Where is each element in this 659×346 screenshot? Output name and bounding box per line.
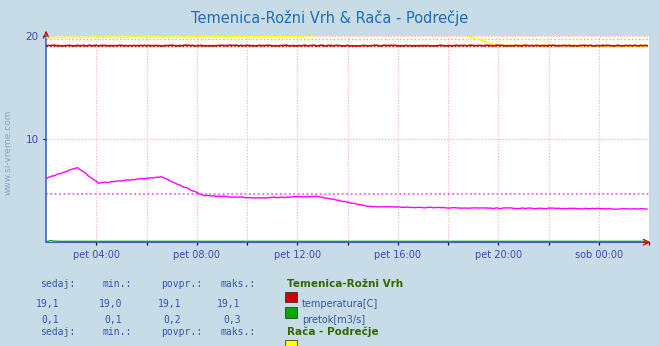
Text: Temenica-Rožni Vrh & Rača - Podrečje: Temenica-Rožni Vrh & Rača - Podrečje — [191, 10, 468, 26]
Text: min.:: min.: — [102, 327, 132, 337]
Text: min.:: min.: — [102, 279, 132, 289]
Text: sedaj:: sedaj: — [40, 279, 74, 289]
Text: 0,1: 0,1 — [42, 315, 59, 325]
Text: 19,1: 19,1 — [158, 299, 181, 309]
Text: sedaj:: sedaj: — [40, 327, 74, 337]
Text: www.si-vreme.com: www.si-vreme.com — [3, 110, 13, 195]
Text: 19,1: 19,1 — [36, 299, 59, 309]
Text: maks.:: maks.: — [221, 279, 256, 289]
Text: Temenica-Rožni Vrh: Temenica-Rožni Vrh — [287, 279, 403, 289]
Text: 19,0: 19,0 — [98, 299, 122, 309]
Text: 0,2: 0,2 — [163, 315, 181, 325]
Text: pretok[m3/s]: pretok[m3/s] — [302, 315, 365, 325]
Text: povpr.:: povpr.: — [161, 279, 202, 289]
Text: 0,3: 0,3 — [223, 315, 241, 325]
Text: povpr.:: povpr.: — [161, 327, 202, 337]
Text: 0,1: 0,1 — [104, 315, 122, 325]
Text: 19,1: 19,1 — [217, 299, 241, 309]
Text: Rača - Podrečje: Rača - Podrečje — [287, 327, 378, 337]
Text: maks.:: maks.: — [221, 327, 256, 337]
Text: temperatura[C]: temperatura[C] — [302, 299, 378, 309]
